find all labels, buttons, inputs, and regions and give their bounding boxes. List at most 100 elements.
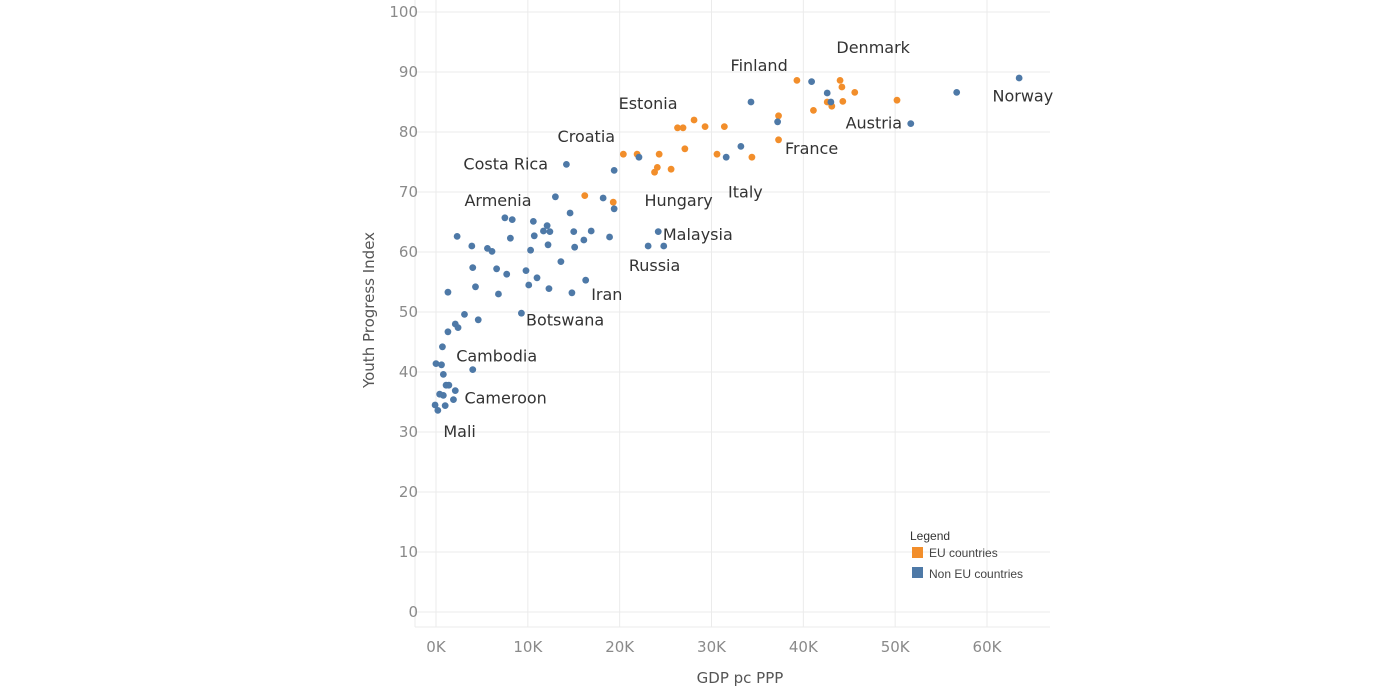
eu-point [690,116,698,124]
country-label: Austria [846,114,903,133]
non-eu-point [454,324,462,331]
x-tick-label: 10K [513,638,543,656]
non-eu-point [444,328,452,336]
legend-swatch-non-eu [912,567,923,578]
non-eu-point [518,309,525,317]
non-eu-point [501,214,509,222]
non-eu-point [563,161,570,168]
country-label: Italy [728,183,763,202]
non-eu-point [493,265,501,273]
non-eu-point [495,290,502,298]
non-eu-point [474,316,482,324]
non-eu-point [508,216,516,224]
eu-point [674,124,681,132]
non-eu-point [450,396,457,403]
non-eu-point [503,270,511,278]
eu-point [775,112,782,120]
country-label: Botswana [526,310,604,329]
eu-point [619,150,627,158]
non-eu-point [570,228,578,236]
eu-point [810,107,817,114]
non-eu-point [533,274,541,282]
eu-point [839,98,847,105]
country-label: Norway [993,87,1054,106]
non-eu-point [488,248,496,255]
country-label: Denmark [836,38,910,57]
non-eu-point [525,281,533,289]
non-eu-point [546,228,554,236]
y-axis-title: Youth Progress Index [360,232,378,389]
eu-point [655,150,663,158]
x-axis-title: GDP pc PPP [697,669,784,687]
country-label: Hungary [644,191,712,210]
non-eu-point [461,311,468,318]
country-labels: Denmark Finland Norway Estonia Austria Croati… [443,38,1053,441]
non-eu-point [827,98,835,106]
data-points [431,74,1023,414]
eu-point [720,123,728,130]
non-eu-point [468,242,476,250]
country-label: Iran [591,285,622,304]
y-tick-label: 10 [399,543,418,561]
eu-point [679,124,687,132]
non-eu-point [566,209,574,217]
y-tick-label: 50 [399,303,418,321]
non-eu-point [439,392,447,399]
non-eu-point [431,401,439,409]
country-label: Croatia [558,127,616,146]
non-eu-point [543,222,551,230]
y-tick-label: 0 [408,603,418,621]
non-eu-point [808,78,815,85]
non-eu-point [530,232,538,240]
country-label: Cameroon [464,388,546,407]
eu-point [748,153,756,161]
y-tick-label: 30 [399,423,418,441]
non-eu-point [907,120,915,127]
legend-label-non-eu: Non EU countries [929,567,1023,581]
eu-point [713,150,721,158]
x-tick-label: 0K [426,638,447,656]
y-tick-label: 40 [399,363,418,381]
country-label: Costa Rica [463,154,548,173]
eu-point [836,77,844,84]
non-eu-point [557,258,565,265]
non-eu-point [660,242,668,250]
country-label: Mali [443,422,476,441]
country-label: Cambodia [456,346,537,365]
non-eu-point [522,267,530,274]
non-eu-point [635,153,643,161]
non-eu-point [580,236,588,244]
non-eu-point [529,218,537,225]
eu-point [581,192,589,200]
non-eu-point [599,194,607,202]
non-eu-point [472,283,479,291]
eu-point [775,136,782,144]
non-eu-point [644,242,652,250]
x-tick-label: 60K [973,638,1003,656]
eu-point [851,89,859,96]
non-eu-point [606,233,613,241]
non-eu-point [610,167,618,174]
non-eu-point [441,402,449,409]
x-tick-label: 40K [789,638,819,656]
eu-point [793,77,801,84]
eu-point [893,96,901,104]
non-eu-point [722,153,730,161]
country-label: Armenia [464,191,531,210]
eu-point [609,198,617,206]
x-tick-label: 20K [605,638,635,656]
non-eu-point [544,241,552,249]
non-eu-point [540,227,547,235]
eu-point [838,83,846,91]
non-eu-point [545,285,553,292]
non-eu-point [453,233,461,240]
non-eu-point [506,234,514,242]
legend-label-eu: EU countries [929,546,998,560]
non-eu-point [444,288,452,296]
country-label: France [785,139,838,158]
legend: Legend EU countries Non EU countries [910,529,1023,581]
country-label: Finland [731,56,788,75]
non-eu-point [582,276,590,284]
eu-point [667,165,675,173]
